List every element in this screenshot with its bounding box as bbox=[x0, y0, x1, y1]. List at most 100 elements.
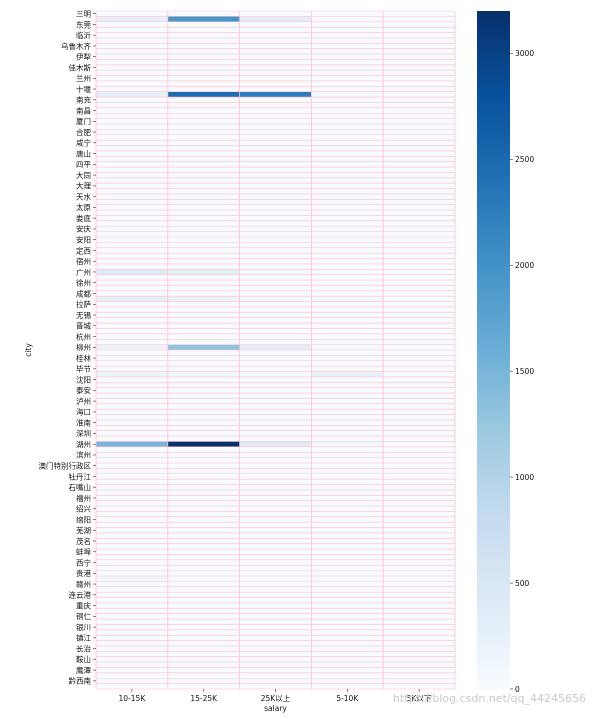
y-tick-label: 连云港 bbox=[69, 590, 92, 600]
y-tick-label: 黔西南 bbox=[69, 676, 92, 686]
colorbar bbox=[477, 11, 510, 689]
heatmap-cell bbox=[311, 296, 384, 302]
y-tick-label: 合肥 bbox=[76, 127, 91, 137]
y-tick-label: 泸州 bbox=[76, 396, 91, 406]
heatmap-cell bbox=[167, 16, 240, 22]
y-tick-label: 兰州 bbox=[76, 73, 91, 83]
x-axis-ticks: 10-15K 15-25K 25K以上 5-10K 5K以下 bbox=[119, 689, 432, 703]
y-tick-label: 西宁 bbox=[76, 557, 91, 567]
y-tick-label: 广州 bbox=[76, 267, 91, 277]
y-tick-label: 沈阳 bbox=[76, 374, 91, 384]
colorbar-tick-label: 1500 bbox=[515, 367, 534, 376]
y-tick-label: 重庆 bbox=[76, 600, 91, 610]
y-tick-label: 大理 bbox=[76, 181, 91, 191]
x-tick-label: 10-15K bbox=[119, 694, 147, 703]
y-tick-label: 铜仁 bbox=[76, 611, 91, 621]
heatmap-cell bbox=[311, 441, 384, 447]
y-tick-label: 晋城 bbox=[76, 322, 91, 331]
y-tick-label: 澳门特别行政区 bbox=[39, 460, 92, 470]
y-tick-label: 南充 bbox=[76, 95, 91, 105]
x-tick-label: 15-25K bbox=[190, 694, 218, 703]
heatmap-cell bbox=[96, 269, 168, 275]
x-tick-label: 25K以上 bbox=[261, 694, 291, 703]
heatmap-cell bbox=[96, 344, 168, 350]
y-tick-label: 徐州 bbox=[76, 278, 91, 288]
heatmap-cell bbox=[167, 371, 240, 377]
heatmap-cell bbox=[311, 371, 384, 377]
y-tick-label: 唐山 bbox=[76, 148, 91, 158]
heatmap-cell bbox=[96, 296, 168, 302]
heatmap-cell bbox=[311, 344, 384, 350]
y-tick-label: 定西 bbox=[76, 245, 91, 255]
heatmap-cell bbox=[239, 371, 312, 377]
heatmap-grid bbox=[95, 10, 456, 690]
y-tick-label: 牡丹江 bbox=[69, 471, 92, 481]
y-tick-label: 贵港 bbox=[76, 568, 91, 578]
y-tick-label: 银川 bbox=[76, 623, 91, 632]
y-tick-label: 长治 bbox=[76, 643, 91, 653]
y-tick-label: 无锡 bbox=[76, 311, 91, 320]
y-tick-label: 海口 bbox=[76, 407, 91, 417]
y-tick-label: 拉萨 bbox=[76, 299, 91, 309]
x-tick-label: 5-10K bbox=[336, 694, 359, 703]
colorbar-tick-label: 500 bbox=[515, 579, 530, 588]
colorbar-tick-label: 1000 bbox=[515, 473, 534, 482]
y-tick-label: 赣州 bbox=[76, 579, 91, 589]
heatmap-cell bbox=[239, 91, 312, 98]
y-tick-label: 石嘴山 bbox=[69, 482, 92, 492]
colorbar-tick-label: 2000 bbox=[515, 261, 534, 270]
x-tick-label: 5K以下 bbox=[407, 694, 432, 703]
y-tick-label: 大同 bbox=[76, 170, 91, 180]
y-tick-label: 镇江 bbox=[76, 633, 91, 643]
heatmap-cell bbox=[167, 91, 240, 98]
y-tick-label: 乌鲁木齐 bbox=[61, 41, 91, 51]
heatmap-cell bbox=[96, 645, 168, 652]
y-tick-label: 咸宁 bbox=[76, 138, 91, 148]
heatmap-cell bbox=[239, 269, 312, 275]
heatmap-cell bbox=[96, 91, 168, 98]
y-tick-label: 柳州 bbox=[76, 342, 91, 352]
x-axis-label: salary bbox=[264, 704, 287, 713]
y-tick-label: 四平 bbox=[76, 160, 91, 169]
y-tick-label: 湖州 bbox=[76, 440, 91, 449]
y-tick-label: 安庆 bbox=[76, 224, 91, 234]
y-tick-label: 十堰 bbox=[76, 84, 91, 94]
heatmap-cell bbox=[96, 226, 168, 232]
y-tick-label: 芜湖 bbox=[76, 525, 91, 535]
y-tick-label: 佳木斯 bbox=[69, 62, 92, 72]
y-tick-label: 天水 bbox=[76, 191, 91, 201]
colorbar-ticks: 0 500 1000 1500 2000 2500 3000 bbox=[510, 49, 534, 694]
y-tick-label: 杭州 bbox=[76, 331, 91, 341]
y-tick-label: 蚌埠 bbox=[76, 547, 91, 557]
heatmap-cell bbox=[239, 441, 312, 447]
y-tick-label: 茂名 bbox=[76, 536, 91, 546]
colorbar-tick-label: 2500 bbox=[515, 155, 534, 164]
y-tick-label: 绍兴 bbox=[76, 504, 91, 514]
watermark-text: https://blog.csdn.net/qq_44245656 bbox=[393, 692, 586, 705]
heatmap-cell bbox=[167, 344, 240, 350]
heatmap-cell bbox=[311, 16, 384, 22]
heatmap-cell bbox=[239, 16, 312, 22]
y-tick-label: 淮南 bbox=[76, 417, 91, 427]
colorbar-tick-label: 0 bbox=[515, 685, 520, 694]
y-tick-label: 毕节 bbox=[76, 364, 91, 374]
y-axis-ticks: 三明东莞临沂乌鲁木齐伊犁佳木斯兰州十堰南充南昌厦门合肥咸宁唐山四平大同大理天水太… bbox=[39, 9, 96, 686]
y-tick-label: 绵阳 bbox=[76, 514, 91, 524]
y-tick-label: 鞍山 bbox=[76, 654, 91, 664]
y-tick-label: 安阳 bbox=[76, 234, 91, 244]
heatmap-cell bbox=[96, 16, 168, 22]
heatmap-cell bbox=[239, 296, 312, 302]
y-tick-label: 太原 bbox=[76, 202, 91, 212]
y-tick-label: 桂林 bbox=[76, 353, 91, 363]
y-tick-label: 鹰潭 bbox=[76, 665, 91, 675]
heatmap-cell bbox=[96, 629, 168, 636]
y-tick-label: 临沂 bbox=[76, 30, 91, 40]
y-tick-label: 厦门 bbox=[76, 117, 91, 126]
y-tick-label: 滨州 bbox=[76, 450, 91, 460]
heatmap-cell bbox=[239, 344, 312, 350]
y-tick-label: 伊犁 bbox=[76, 52, 91, 62]
heatmap-cell bbox=[167, 441, 240, 447]
y-tick-label: 泰安 bbox=[76, 385, 91, 395]
y-tick-label: 三明 bbox=[76, 9, 91, 18]
